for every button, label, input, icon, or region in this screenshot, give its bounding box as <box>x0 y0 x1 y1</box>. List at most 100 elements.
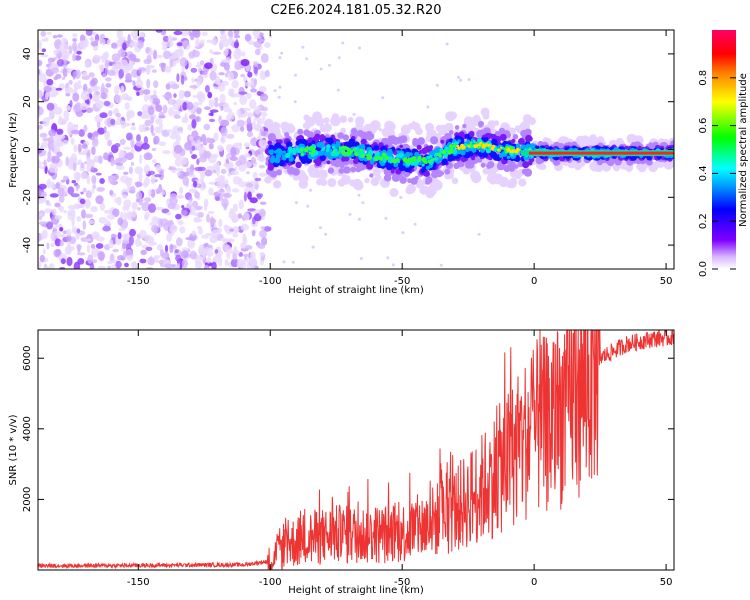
noise-blob <box>238 199 244 210</box>
signal-blob <box>580 138 588 146</box>
noise-blob <box>114 85 120 95</box>
noise-blob <box>86 175 91 185</box>
noise-blob <box>153 225 158 235</box>
noise-blob <box>244 153 251 158</box>
noise-blob <box>43 266 49 269</box>
noise-blob <box>111 63 121 70</box>
noise-blob <box>209 109 219 113</box>
noise-blob <box>58 115 62 122</box>
noise-blob <box>97 127 105 135</box>
noise-blob <box>238 154 247 165</box>
noise-blob <box>40 54 49 58</box>
signal-blob <box>321 147 325 152</box>
noise-blob <box>49 193 59 198</box>
noise-blob <box>112 248 119 253</box>
noise-blob <box>259 251 265 257</box>
signal-blob <box>345 151 349 156</box>
colorbar-label: Normalized spectral amplitude <box>738 73 749 227</box>
noise-blob <box>63 210 67 214</box>
noise-blob <box>96 187 105 192</box>
signal-blob <box>437 152 442 157</box>
signal-blob <box>399 176 406 183</box>
noise-blob <box>38 69 41 75</box>
noise-blob <box>259 201 267 205</box>
noise-blob <box>264 69 270 78</box>
noise-blob <box>90 41 99 47</box>
noise-blob <box>68 204 77 211</box>
signal-blob <box>417 137 425 145</box>
noise-blob <box>121 120 127 129</box>
spectrogram-ytick-label: -20 <box>22 189 33 205</box>
faint-blob <box>381 96 385 100</box>
noise-blob <box>164 244 169 253</box>
noise-blob <box>246 122 253 132</box>
noise-blob <box>89 262 95 269</box>
snr-xlabel: Height of straight line (km) <box>288 585 424 596</box>
noise-blob <box>107 265 111 269</box>
noise-blob <box>167 35 173 43</box>
noise-blob <box>62 67 68 78</box>
signal-blob <box>343 166 351 174</box>
noise-blob <box>173 153 183 160</box>
snr-xtick-label: 0 <box>531 577 537 588</box>
noise-blob <box>240 241 247 249</box>
signal-blob <box>389 188 399 197</box>
noise-blob <box>53 231 61 236</box>
noise-blob <box>191 230 197 236</box>
signal-blob <box>454 125 460 130</box>
noise-blob <box>173 93 177 98</box>
signal-blob <box>314 133 321 140</box>
noise-blob <box>72 70 76 80</box>
noise-blob <box>258 208 266 217</box>
noise-blob <box>252 136 256 147</box>
noise-blob <box>230 258 239 268</box>
signal-blob <box>342 150 345 153</box>
noise-blob <box>254 48 261 56</box>
noise-blob <box>247 208 257 212</box>
noise-blob <box>253 159 256 164</box>
signal-blob <box>364 177 370 184</box>
signal-blob <box>449 155 454 160</box>
noise-blob <box>194 166 203 172</box>
noise-blob <box>123 146 131 150</box>
signal-blob <box>309 167 320 178</box>
signal-blob <box>409 152 413 156</box>
signal-blob <box>300 152 304 156</box>
noise-blob <box>206 213 210 223</box>
signal-blob <box>347 116 354 123</box>
noise-blob <box>40 141 49 149</box>
faint-blob <box>294 73 297 77</box>
signal-blob <box>395 158 399 163</box>
noise-blob <box>128 53 137 62</box>
signal-blob <box>300 158 307 165</box>
colorbar-axes: 0.0 0.2 0.4 0.6 0.8 <box>698 70 736 277</box>
noise-blob <box>214 249 219 254</box>
noise-blob <box>99 112 108 119</box>
noise-blob <box>124 102 130 110</box>
signal-blob <box>424 160 428 164</box>
noise-blob <box>229 156 238 162</box>
signal-blob <box>518 138 525 145</box>
noise-blob <box>123 96 132 101</box>
signal-blob <box>337 132 344 139</box>
noise-blob <box>141 201 150 212</box>
noise-blob <box>100 92 107 100</box>
signal-blob <box>345 146 350 151</box>
noise-blob <box>202 250 207 258</box>
noise-blob <box>208 112 214 116</box>
noise-blob <box>70 138 75 145</box>
noise-blob <box>216 189 226 194</box>
noise-blob <box>220 105 224 111</box>
noise-blob <box>151 132 156 136</box>
signal-blob <box>570 159 579 168</box>
noise-blob <box>46 178 52 189</box>
faint-blob <box>386 256 390 260</box>
signal-blob <box>490 151 498 159</box>
noise-blob <box>219 237 228 242</box>
signal-blob <box>424 179 431 185</box>
noise-blob <box>258 172 268 177</box>
noise-blob <box>103 152 109 161</box>
signal-blob <box>448 111 458 120</box>
faint-blob <box>336 88 340 92</box>
noise-blob <box>143 58 152 65</box>
